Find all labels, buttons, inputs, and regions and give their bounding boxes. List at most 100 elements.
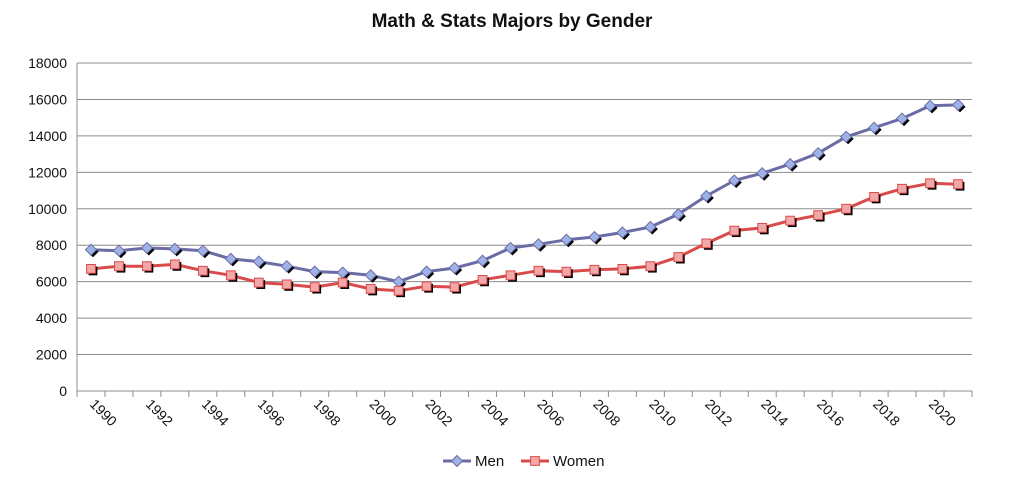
data-point bbox=[476, 254, 489, 267]
y-tick-label: 0 bbox=[59, 383, 67, 399]
data-point bbox=[393, 285, 404, 296]
data-point bbox=[869, 192, 880, 202]
y-tick-label: 2000 bbox=[36, 347, 67, 363]
legend-item-women: Women bbox=[521, 453, 604, 470]
x-tick-label: 2020 bbox=[926, 396, 959, 429]
x-tick-label: 2000 bbox=[367, 396, 400, 429]
series-line bbox=[90, 181, 959, 293]
data-point bbox=[112, 244, 126, 257]
data-point bbox=[644, 220, 657, 234]
data-point bbox=[616, 226, 629, 239]
y-tick-label: 4000 bbox=[36, 310, 67, 326]
data-point bbox=[449, 282, 460, 293]
data-point bbox=[783, 157, 797, 171]
data-point bbox=[365, 284, 376, 294]
data-point bbox=[672, 208, 685, 221]
data-point bbox=[813, 210, 824, 221]
data-point bbox=[364, 269, 377, 282]
data-point bbox=[532, 238, 545, 251]
data-point bbox=[505, 270, 516, 281]
data-point bbox=[617, 264, 628, 274]
y-tick-label: 6000 bbox=[36, 274, 67, 290]
data-point bbox=[811, 146, 825, 160]
data-point bbox=[114, 261, 124, 272]
data-point bbox=[728, 174, 741, 187]
data-point bbox=[420, 265, 433, 278]
x-tick-label: 2004 bbox=[478, 396, 511, 429]
data-point bbox=[561, 266, 572, 277]
data-point bbox=[308, 265, 321, 278]
axes: 0 2000 4000 6000 8000 10000 12000 14000 16000 180… bbox=[28, 55, 973, 429]
chart-title: Math & Stats Majors by Gender bbox=[372, 11, 653, 32]
data-point bbox=[224, 252, 238, 266]
data-point bbox=[785, 215, 796, 226]
x-tick-label: 2002 bbox=[422, 396, 455, 429]
data-point bbox=[701, 238, 712, 249]
data-point bbox=[756, 167, 769, 180]
data-point bbox=[700, 189, 713, 203]
y-tick-label: 16000 bbox=[28, 91, 67, 107]
data-point bbox=[169, 259, 180, 270]
data-point bbox=[196, 244, 210, 257]
data-point bbox=[225, 270, 236, 281]
series-men bbox=[84, 98, 966, 290]
x-tick-label: 1990 bbox=[87, 396, 120, 429]
data-point bbox=[309, 282, 320, 293]
x-tick-label: 2010 bbox=[646, 396, 679, 429]
x-tick-label: 2008 bbox=[590, 396, 623, 429]
data-point bbox=[953, 179, 963, 190]
data-point bbox=[253, 277, 264, 288]
legend-marker bbox=[450, 454, 464, 468]
data-point bbox=[588, 230, 601, 244]
data-point bbox=[897, 183, 907, 194]
x-tick-label: 1996 bbox=[255, 396, 288, 429]
data-point bbox=[867, 121, 881, 134]
data-point bbox=[560, 233, 573, 246]
data-point bbox=[280, 259, 293, 273]
x-tick-label: 2018 bbox=[870, 396, 903, 429]
x-tick-label: 2012 bbox=[702, 396, 735, 429]
data-point bbox=[841, 203, 852, 214]
data-point bbox=[533, 265, 544, 276]
x-tick-label: 2006 bbox=[534, 396, 567, 429]
y-tick-label: 10000 bbox=[28, 201, 67, 217]
data-point bbox=[197, 265, 208, 276]
data-point bbox=[757, 223, 768, 233]
x-tick-label: 1992 bbox=[143, 396, 176, 429]
data-point bbox=[925, 178, 935, 189]
x-tick-label: 2014 bbox=[758, 396, 791, 429]
data-point bbox=[477, 274, 488, 285]
y-tick-label: 14000 bbox=[28, 128, 67, 144]
data-point bbox=[839, 130, 853, 144]
data-point bbox=[168, 242, 182, 256]
data-point bbox=[951, 98, 965, 112]
data-point bbox=[448, 261, 461, 275]
series-women bbox=[86, 178, 965, 298]
legend-label: Women bbox=[553, 453, 604, 470]
series-group bbox=[84, 98, 966, 298]
y-tick-label: 8000 bbox=[36, 237, 67, 253]
y-tick-label: 18000 bbox=[28, 55, 67, 71]
legend: Men Women bbox=[443, 453, 604, 470]
data-point bbox=[252, 255, 266, 268]
data-point bbox=[645, 261, 656, 272]
data-point bbox=[895, 112, 909, 125]
data-point bbox=[337, 277, 348, 288]
data-point bbox=[923, 99, 937, 113]
series-line bbox=[90, 103, 959, 284]
gridlines bbox=[77, 62, 972, 356]
legend-item-men: Men bbox=[443, 453, 504, 470]
y-tick-label: 12000 bbox=[28, 164, 67, 180]
data-point bbox=[140, 241, 154, 255]
data-point bbox=[421, 281, 432, 292]
x-tick-label: 2016 bbox=[814, 396, 847, 429]
data-point bbox=[86, 264, 96, 274]
data-point bbox=[281, 279, 292, 290]
data-point bbox=[504, 241, 517, 255]
x-tick-label: 1994 bbox=[199, 396, 232, 429]
x-tick-label: 1998 bbox=[311, 396, 344, 429]
data-point bbox=[729, 225, 740, 236]
data-point bbox=[673, 252, 684, 262]
